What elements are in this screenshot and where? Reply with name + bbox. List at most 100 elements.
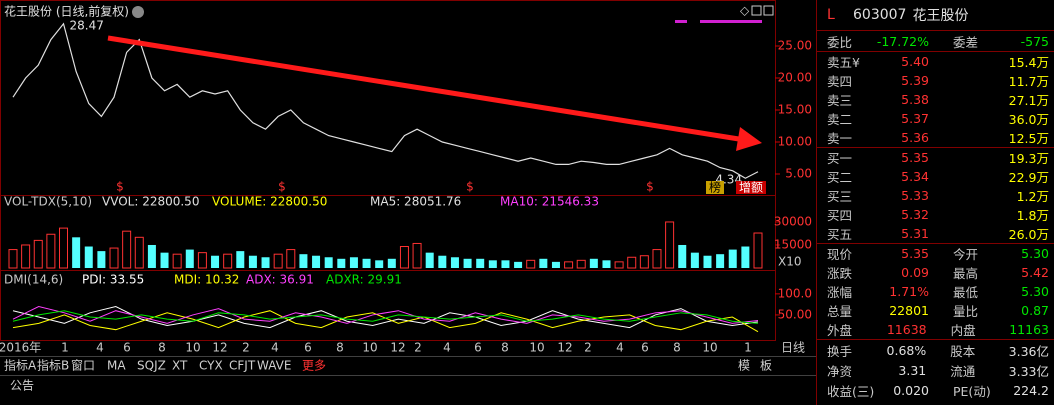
volume-bar xyxy=(109,247,119,269)
volume-bar xyxy=(299,254,308,268)
order-row: 买三 5.33 1.2万 xyxy=(817,186,1054,205)
volume-bar xyxy=(463,258,472,268)
order-price: 5.37 xyxy=(901,111,929,126)
stat-cell: 现价 xyxy=(827,247,853,262)
dmi-line xyxy=(12,310,759,333)
volume-bar xyxy=(438,255,447,268)
fund-cell: 流通 xyxy=(950,363,976,379)
toolbar-tab[interactable]: MA xyxy=(107,359,126,373)
volume-bar xyxy=(425,252,434,268)
dmi-line xyxy=(12,305,759,324)
order-price: 5.32 xyxy=(901,207,929,222)
order-row: 买一 5.35 19.3万 xyxy=(817,147,1054,167)
x-tick-label: 6 xyxy=(123,341,131,355)
fund-cell: 0.68% xyxy=(886,342,927,358)
volume-bar xyxy=(312,255,321,268)
order-label: 卖一 xyxy=(827,131,853,146)
volume-bar xyxy=(211,255,220,268)
volume-bar xyxy=(349,257,358,268)
toolbar-tab[interactable]: CYX xyxy=(199,359,223,373)
notice-tab[interactable]: 公告 xyxy=(10,379,34,393)
x-tick-label: 1 xyxy=(744,341,752,355)
order-label: 买五 xyxy=(827,227,853,242)
order-price: 5.33 xyxy=(901,188,929,203)
summary-cell: 委比 xyxy=(827,34,853,50)
volume-bar xyxy=(362,258,371,268)
toolbar-tab[interactable]: XT xyxy=(172,359,188,373)
order-price: 5.38 xyxy=(901,92,929,107)
stat-cell: 外盘 xyxy=(827,323,853,338)
toolbar-tab[interactable]: WAVE xyxy=(257,359,291,373)
volume-bar xyxy=(286,249,296,269)
stat-cell: 0.09 xyxy=(901,265,929,280)
panel-frame xyxy=(0,0,776,196)
toolbar-tab[interactable]: 指标A xyxy=(4,358,37,373)
volume-bar xyxy=(716,254,725,268)
y-tick-label: 15.00 xyxy=(778,102,812,116)
toolbar-btn[interactable]: 模 xyxy=(738,359,750,373)
y-tick-label: 25.00 xyxy=(778,38,812,52)
volume-bar xyxy=(602,260,611,268)
x-tick-label: 2 xyxy=(414,341,422,355)
toolbar-tab[interactable]: 窗口 xyxy=(71,359,95,373)
fund-cell: 换手 xyxy=(827,343,853,359)
toolbar-btn[interactable]: 板 xyxy=(760,359,772,373)
summary-row: 委比 -17.72% 委差 -575 xyxy=(817,30,1054,51)
x-tick-label: 4 xyxy=(616,341,624,355)
order-volume: 11.7万 xyxy=(1008,74,1049,89)
event-marker: $ xyxy=(466,180,474,194)
volume-bar xyxy=(134,236,144,269)
dmi-line xyxy=(12,305,759,329)
volume-bar xyxy=(678,244,687,268)
legend-item: PDI: 33.55 xyxy=(82,273,144,287)
toolbar-tab[interactable]: 指标B xyxy=(37,358,69,373)
volume-bar xyxy=(197,252,207,269)
volume-bar xyxy=(84,246,93,268)
order-label: 买二 xyxy=(827,170,853,185)
legend-item: DMI(14,6) xyxy=(4,273,63,287)
toolbar-tab[interactable]: SQJZ xyxy=(137,359,166,373)
badge: 榜 xyxy=(709,180,721,195)
tool-icon xyxy=(763,5,774,16)
high-label: 28.47 xyxy=(70,18,104,32)
legend-item: MA5: 28051.76 xyxy=(370,195,461,209)
stat-cell: 5.30 xyxy=(1021,284,1049,299)
price-line xyxy=(12,22,759,179)
toolbar-tab[interactable]: 更多 xyxy=(302,359,326,373)
x-tick-label: 2 xyxy=(242,341,250,355)
toolbar-tab[interactable]: CFJT xyxy=(229,359,256,373)
stat-cell: 涨幅 xyxy=(827,285,853,300)
x-tick-label: 8 xyxy=(673,341,681,355)
volume-bar xyxy=(324,257,333,268)
stat-cell: 1.71% xyxy=(889,284,929,299)
event-marker: $ xyxy=(278,180,286,194)
order-price: 5.39 xyxy=(901,73,929,88)
stat-row: 总量 22801 量比 0.87 xyxy=(817,301,1054,320)
legend-item: VOL-TDX(5,10) xyxy=(4,195,92,209)
x-tick-label: 8 xyxy=(501,341,509,355)
order-label: 卖五¥ xyxy=(827,55,860,70)
volume-bar xyxy=(614,261,624,269)
legend-item: VOLUME: 22800.50 xyxy=(212,195,327,209)
volume-bar xyxy=(21,244,31,269)
fund-row: 收益(三) 0.020 PE(动) 224.2 xyxy=(817,380,1054,400)
x-tick-label: 10 xyxy=(702,341,717,355)
indicator xyxy=(675,20,687,23)
order-volume: 27.1万 xyxy=(1008,93,1049,108)
stat-row: 涨跌 0.09 最高 5.42 xyxy=(817,263,1054,282)
order-price: 5.36 xyxy=(901,130,929,145)
order-label: 买一 xyxy=(827,151,853,166)
stat-cell: 今开 xyxy=(953,247,979,262)
event-marker: $ xyxy=(116,180,124,194)
order-volume: 22.9万 xyxy=(1008,170,1049,185)
order-label: 买三 xyxy=(827,189,853,204)
order-row: 买二 5.34 22.9万 xyxy=(817,167,1054,186)
volume-bar xyxy=(728,249,737,268)
fund-row: 净资 3.31 流通 3.33亿 xyxy=(817,360,1054,380)
order-volume: 1.8万 xyxy=(1016,208,1049,223)
volume-bar xyxy=(172,253,182,269)
y-tick-label: 5.00 xyxy=(785,167,812,181)
fund-cell: 3.36亿 xyxy=(1008,343,1049,359)
legend-item: MA10: 21546.33 xyxy=(500,195,599,209)
volume-bar xyxy=(576,259,586,269)
